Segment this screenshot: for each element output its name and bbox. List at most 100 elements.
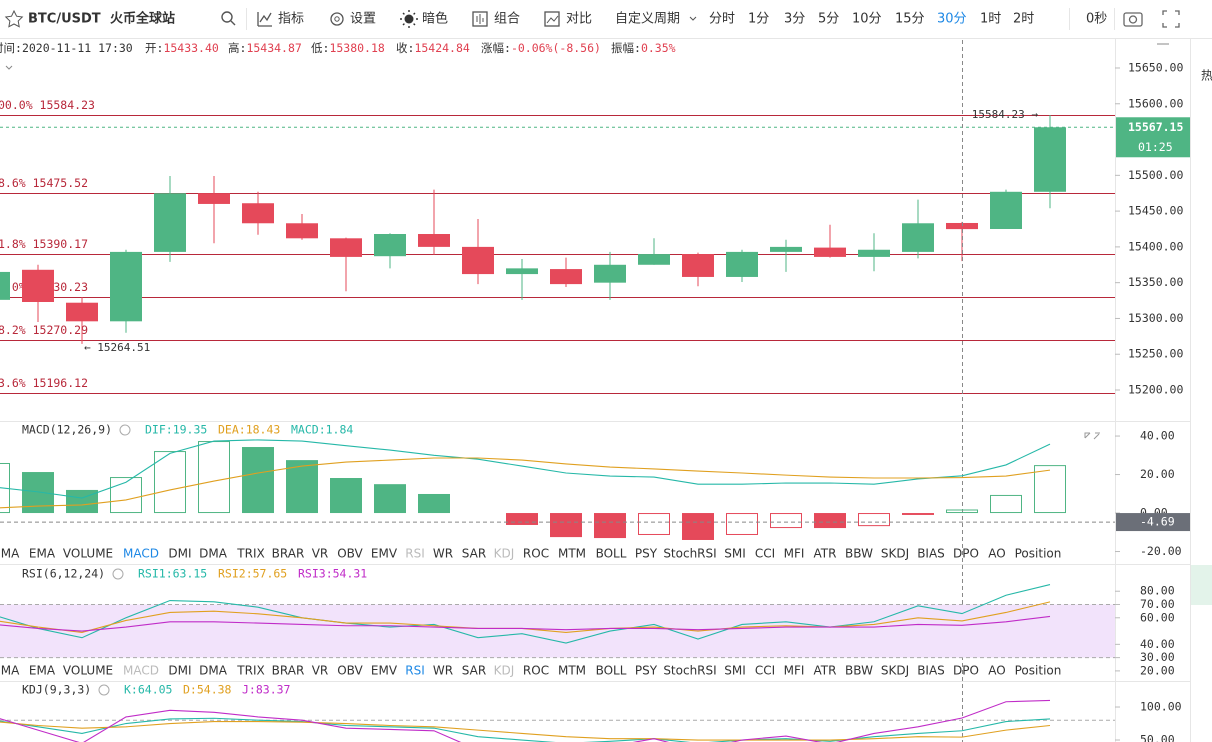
period-option[interactable]: 15分 — [895, 12, 925, 27]
indicator-tab[interactable]: StochRSI — [663, 547, 716, 561]
indicator-tab[interactable]: KDJ — [494, 547, 515, 561]
indicator-tab[interactable]: OBV — [337, 664, 363, 678]
toolbar-button[interactable]: 对比 — [566, 12, 592, 27]
indicator-tab[interactable]: ROC — [523, 664, 549, 678]
indicator-tab[interactable]: DMI — [168, 547, 191, 561]
indicator-tab[interactable]: BIAS — [917, 664, 945, 678]
indicator-tab[interactable]: RSI — [405, 664, 425, 678]
panel-settings[interactable] — [98, 684, 110, 696]
toolbar-button[interactable]: 设置 — [350, 12, 376, 27]
indicator-tab[interactable]: BRAR — [272, 664, 305, 678]
indicator-tab[interactable]: OBV — [337, 547, 363, 561]
toolbar-button[interactable]: 组合 — [494, 12, 520, 27]
period-option[interactable]: 分时 — [709, 12, 735, 27]
indicator-tab[interactable]: DMA — [199, 664, 228, 678]
indicator-tab[interactable]: SMI — [724, 547, 746, 561]
period-option[interactable]: 10分 — [852, 12, 882, 27]
screenshot-icon[interactable] — [1123, 12, 1143, 27]
indicator-tab[interactable]: BOLL — [596, 664, 627, 678]
indicator-tab[interactable]: BIAS — [917, 547, 945, 561]
indicator-tab[interactable]: MACD — [123, 547, 159, 561]
search-icon[interactable] — [221, 11, 233, 23]
period-option[interactable]: 30分 — [937, 12, 967, 27]
favorite-icon[interactable] — [4, 9, 24, 28]
panel-settings[interactable] — [112, 568, 124, 580]
compare-icon[interactable] — [546, 15, 559, 24]
indicator-tab[interactable]: BOLL — [596, 547, 627, 561]
panel-settings[interactable] — [119, 424, 131, 436]
indicator-tab[interactable]: CCI — [755, 547, 775, 561]
period-option[interactable]: 5分 — [818, 12, 839, 27]
indicator-tab[interactable]: Position — [1015, 547, 1062, 561]
collapse-icon[interactable] — [5, 65, 13, 70]
maximize-icon[interactable] — [1084, 432, 1100, 440]
indicator-icon[interactable] — [257, 12, 272, 27]
indicator-tab[interactable]: EMV — [371, 664, 398, 678]
indicator-tab[interactable]: VOLUME — [63, 547, 113, 561]
indicator-tab[interactable]: EMV — [371, 547, 398, 561]
indicator-tab[interactable]: SKDJ — [881, 664, 909, 678]
indicator-tab[interactable]: MTM — [558, 547, 586, 561]
settings-icon[interactable] — [330, 12, 344, 26]
theme-icon[interactable] — [404, 14, 414, 24]
indicator-tab[interactable]: KDJ — [494, 664, 515, 678]
indicator-tab[interactable]: ROC — [523, 547, 549, 561]
indicator-tab[interactable]: VR — [312, 664, 329, 678]
indicator-tab[interactable]: BBW — [845, 547, 873, 561]
indicator-tab[interactable]: MFI — [784, 664, 805, 678]
indicator-tab[interactable]: TRIX — [236, 664, 264, 678]
indicator-tab[interactable]: SKDJ — [881, 547, 909, 561]
indicator-tab[interactable]: DMA — [199, 547, 228, 561]
period-option[interactable]: 1分 — [748, 12, 769, 27]
period-option[interactable]: 3分 — [784, 12, 805, 27]
indicator-tab[interactable]: Position — [1015, 664, 1062, 678]
indicator-tab[interactable]: TRIX — [236, 547, 264, 561]
fullscreen-icon[interactable] — [1162, 10, 1180, 28]
indicator-tab[interactable]: VR — [312, 547, 329, 561]
layout-icon[interactable] — [472, 11, 488, 27]
toolbar-button[interactable]: 指标 — [278, 12, 304, 27]
indicator-tab[interactable]: SMI — [724, 664, 746, 678]
indicator-tab[interactable]: ATR — [814, 664, 837, 678]
layout-icon[interactable] — [476, 14, 484, 24]
indicator-tab[interactable]: EMA — [29, 664, 56, 678]
indicator-tab[interactable]: AO — [988, 664, 1005, 678]
toolbar-button[interactable]: 暗色 — [422, 11, 448, 27]
compare-icon[interactable] — [544, 11, 560, 27]
period-menu[interactable]: 自定义周期 — [615, 12, 680, 27]
indicator-tab[interactable]: MA — [1, 547, 20, 561]
indicator-tab[interactable]: MTM — [558, 664, 586, 678]
period-option[interactable]: 2时 — [1013, 12, 1034, 27]
screenshot-icon[interactable] — [1128, 15, 1138, 24]
indicator-tab[interactable]: ATR — [814, 547, 837, 561]
indicator-tab[interactable]: DPO — [953, 547, 979, 561]
search-icon[interactable] — [230, 20, 236, 26]
indicator-tab[interactable]: EMA — [29, 547, 56, 561]
indicator-tab[interactable]: DPO — [953, 664, 979, 678]
indicator-tab[interactable]: WR — [433, 547, 453, 561]
indicator-tab[interactable]: BRAR — [272, 547, 305, 561]
indicator-tab[interactable]: RSI — [405, 547, 425, 561]
indicator-tab[interactable]: SAR — [462, 664, 486, 678]
indicator-tab[interactable]: PSY — [635, 547, 658, 561]
indicator-tab[interactable]: DMI — [168, 664, 191, 678]
indicator-tab[interactable]: MA — [1, 664, 20, 678]
macd-bar — [858, 513, 890, 527]
settings-icon[interactable] — [334, 16, 340, 22]
indicator-tab[interactable]: MACD — [123, 664, 159, 678]
indicator-tab[interactable]: CCI — [755, 664, 775, 678]
indicator-tab[interactable]: AO — [988, 547, 1005, 561]
indicator-tab[interactable]: VOLUME — [63, 664, 113, 678]
indicator-tab[interactable]: PSY — [635, 664, 658, 678]
dropdown-caret[interactable] — [689, 16, 697, 21]
indicator-tab[interactable]: WR — [433, 664, 453, 678]
theme-icon[interactable] — [400, 10, 418, 28]
indicator-tab[interactable]: SAR — [462, 547, 486, 561]
symbol[interactable]: BTC/USDT — [28, 12, 101, 27]
y-tick-label: 15450.00 — [1128, 204, 1183, 218]
indicator-tab[interactable]: MFI — [784, 547, 805, 561]
period-option[interactable]: 1时 — [980, 12, 1001, 27]
indicator-tab[interactable]: StochRSI — [663, 664, 716, 678]
indicator-tab[interactable]: BBW — [845, 664, 873, 678]
macd-bar — [66, 489, 98, 514]
